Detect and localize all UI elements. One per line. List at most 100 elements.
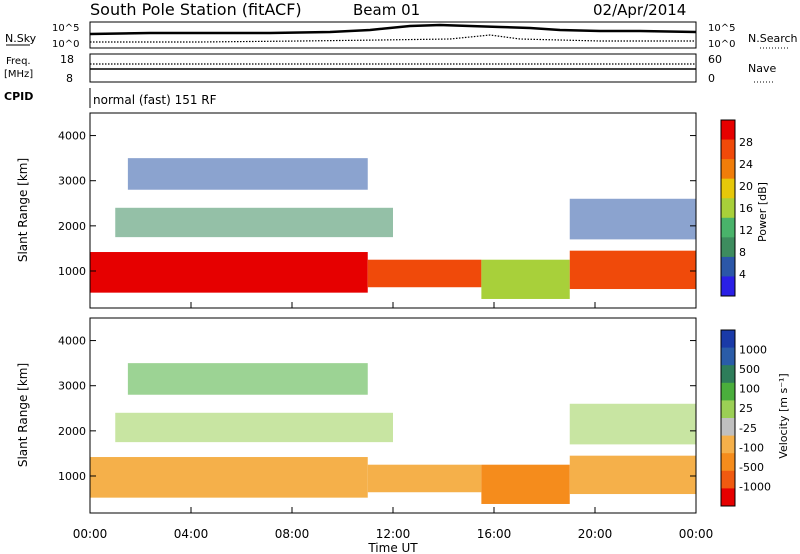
colorbar-tick-label: -500 bbox=[739, 461, 764, 474]
colorbar-tick-label: 12 bbox=[739, 224, 753, 237]
colorbar-tick-label: -100 bbox=[739, 441, 764, 454]
colorbar-tick-label: 8 bbox=[739, 246, 746, 259]
y-tick-label: 1000 bbox=[58, 265, 86, 278]
echo-band bbox=[367, 464, 482, 493]
freq-right-tick-high: 60 bbox=[708, 53, 722, 66]
x-tick-label: 00:00 bbox=[679, 527, 714, 541]
freq-label-line1: Freq. bbox=[6, 56, 31, 67]
y-tick-label: 3000 bbox=[58, 175, 86, 188]
colorbar-swatch bbox=[721, 435, 735, 454]
echo-patch bbox=[127, 363, 368, 395]
colorbar-swatch bbox=[721, 276, 735, 297]
velocity-ylabel: Slant Range [km] bbox=[16, 363, 30, 467]
colorbar-tick-label: -25 bbox=[739, 422, 757, 435]
x-axis: 00:00 04:00 08:00 12:00 16:00 20:00 00:00 bbox=[73, 302, 714, 541]
freq-panel: Freq. [MHz] 18 8 60 0 Nave bbox=[4, 53, 776, 85]
colorbar-swatch bbox=[721, 330, 735, 349]
colorbar-tick-label: 24 bbox=[739, 158, 753, 171]
y-tick-label: 4000 bbox=[58, 130, 86, 143]
colorbar-tick-label: 500 bbox=[739, 363, 760, 376]
echo-band bbox=[569, 250, 696, 290]
colorbar-frame bbox=[720, 119, 736, 297]
colorbar-tick-label: 25 bbox=[739, 402, 753, 415]
velocity-colorbar: 1000 500 100 25 -25 -100 -500 -1000 bbox=[720, 329, 771, 507]
velocity-colorbar-label: Velocity [m s⁻¹] bbox=[777, 373, 790, 458]
echo-band bbox=[90, 252, 368, 293]
x-tick-label: 20:00 bbox=[578, 527, 613, 541]
colorbar-swatch bbox=[721, 198, 735, 219]
y-tick-label: 4000 bbox=[58, 335, 86, 348]
colorbar-swatch bbox=[721, 237, 735, 258]
echo-band bbox=[481, 464, 570, 504]
power-ylabel: Slant Range [km] bbox=[16, 158, 30, 262]
nsky-line bbox=[89, 23, 697, 36]
x-axis-label: Time UT bbox=[367, 541, 418, 554]
x-tick-label: 04:00 bbox=[174, 527, 209, 541]
nsky-frame bbox=[89, 21, 697, 49]
power-data bbox=[90, 158, 696, 299]
y-tick-label: 2000 bbox=[58, 220, 86, 233]
echo-patch bbox=[115, 412, 393, 443]
colorbar-swatch bbox=[721, 159, 735, 180]
colorbar-swatch bbox=[721, 178, 735, 199]
echo-patch bbox=[127, 158, 368, 190]
power-colorbar: 28 24 20 16 12 8 4 bbox=[720, 119, 753, 297]
colorbar-tick-label: 16 bbox=[739, 202, 753, 215]
colorbar-swatch bbox=[721, 400, 735, 419]
echo-band bbox=[481, 259, 570, 299]
echo-band bbox=[569, 455, 696, 495]
colorbar-swatch bbox=[721, 365, 735, 384]
colorbar-swatch bbox=[721, 217, 735, 238]
colorbar-swatch bbox=[721, 418, 735, 437]
x-tick-label: 16:00 bbox=[477, 527, 512, 541]
colorbar-tick-label: 100 bbox=[739, 383, 760, 396]
nsearch-line bbox=[90, 34, 696, 43]
colorbar-tick-label: 4 bbox=[739, 268, 746, 281]
power-colorbar-label: Power [dB] bbox=[756, 182, 769, 242]
colorbar-swatch bbox=[721, 120, 735, 141]
nsky-left-tick-low: 10^0 bbox=[52, 39, 79, 50]
echo-patch bbox=[569, 198, 696, 240]
colorbar-tick-label: 28 bbox=[739, 136, 753, 149]
cpid-label: CPID bbox=[4, 90, 33, 103]
plot-title: South Pole Station (fitACF) bbox=[90, 0, 302, 19]
colorbar-tick-label: 1000 bbox=[739, 344, 767, 357]
velocity-panel: 4000 3000 2000 1000 Slant Range [km] 1000 50… bbox=[16, 317, 790, 514]
colorbar-swatch bbox=[721, 382, 735, 401]
colorbar-tick-label: -1000 bbox=[739, 480, 771, 493]
echo-band bbox=[90, 457, 368, 498]
date-label: 02/Apr/2014 bbox=[593, 1, 686, 19]
freq-label-line2: [MHz] bbox=[4, 69, 33, 80]
nsky-panel: N.Sky 10^5 10^0 10^5 10^0 N.Search bbox=[5, 21, 798, 50]
freq-right-tick-low: 0 bbox=[708, 72, 715, 85]
beam-label: Beam 01 bbox=[353, 1, 420, 19]
x-tick-label: 12:00 bbox=[376, 527, 411, 541]
velocity-data bbox=[90, 363, 696, 504]
nsky-right-tick-high: 10^5 bbox=[708, 23, 735, 34]
nave-label: Nave bbox=[748, 62, 776, 75]
y-tick-label: 1000 bbox=[58, 470, 86, 483]
colorbar-swatch bbox=[721, 347, 735, 366]
velocity-yticks: 4000 3000 2000 1000 bbox=[58, 335, 696, 483]
echo-band bbox=[367, 259, 482, 288]
colorbar-swatch bbox=[721, 470, 735, 489]
power-yticks: 4000 3000 2000 1000 bbox=[58, 130, 696, 278]
freq-frame bbox=[89, 53, 697, 83]
y-tick-label: 2000 bbox=[58, 425, 86, 438]
colorbar-swatch bbox=[721, 453, 735, 472]
echo-patch bbox=[115, 207, 393, 238]
x-tick-label: 08:00 bbox=[275, 527, 310, 541]
nsky-right-tick-low: 10^0 bbox=[708, 39, 735, 50]
nsky-label: N.Sky bbox=[5, 32, 37, 45]
freq-left-tick-high: 18 bbox=[60, 53, 74, 66]
x-tick-label: 00:00 bbox=[73, 527, 108, 541]
colorbar-swatch bbox=[721, 256, 735, 277]
nsearch-label: N.Search bbox=[748, 32, 798, 45]
colorbar-frame bbox=[720, 329, 736, 507]
colorbar-swatch bbox=[721, 139, 735, 160]
cpid-panel: CPID normal (fast) 151 RF bbox=[4, 88, 217, 108]
echo-patch bbox=[569, 403, 696, 445]
y-tick-label: 3000 bbox=[58, 380, 86, 393]
power-panel: 4000 3000 2000 1000 Slant Range [km] 28 24 20… bbox=[16, 112, 769, 309]
